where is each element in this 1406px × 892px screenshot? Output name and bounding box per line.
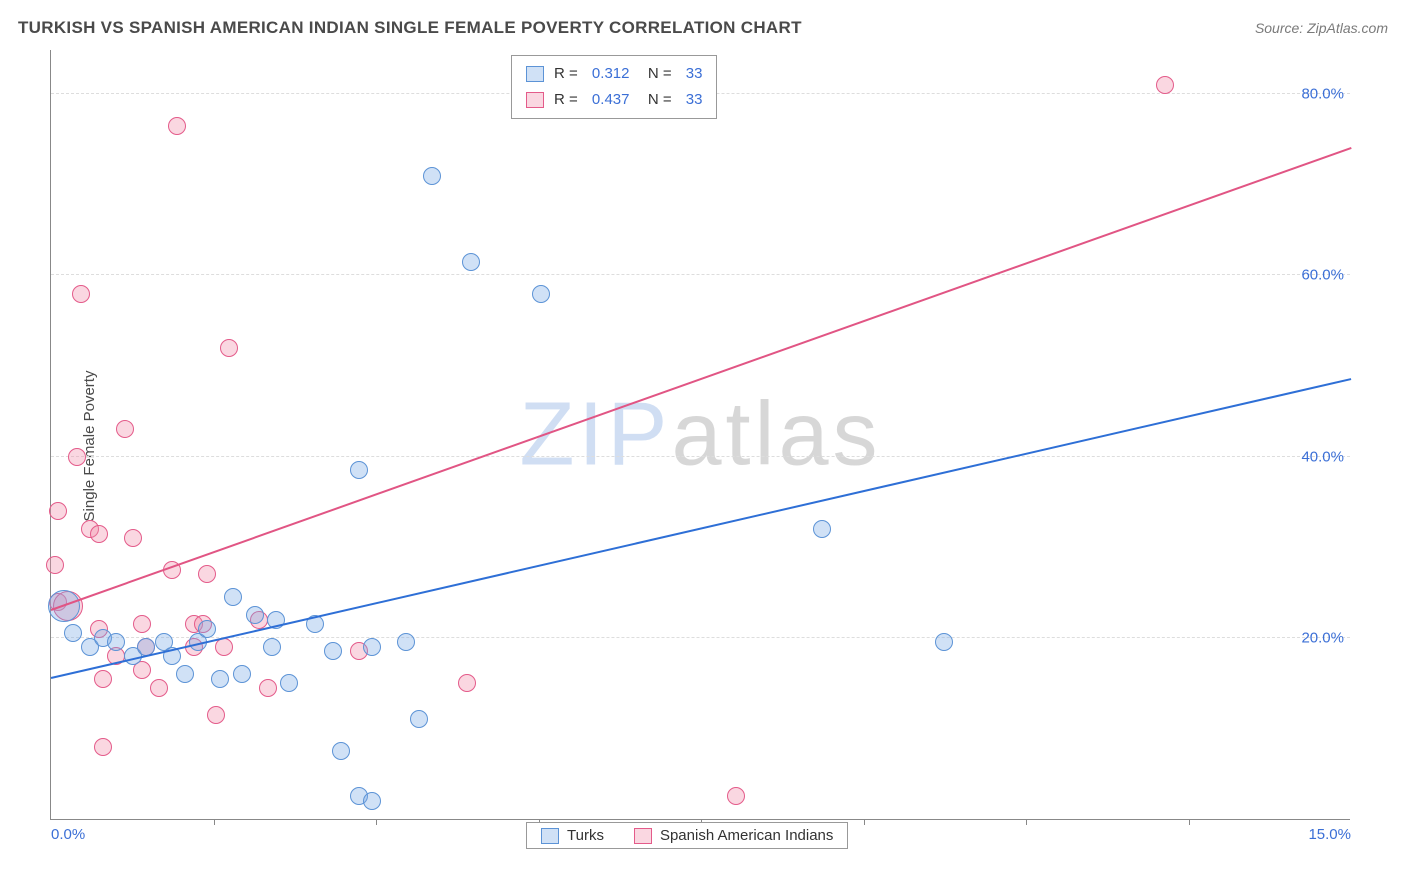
legend-swatch bbox=[634, 828, 652, 844]
data-point-spanish bbox=[90, 525, 108, 543]
data-point-spanish bbox=[133, 615, 151, 633]
data-point-turks bbox=[263, 638, 281, 656]
data-point-spanish bbox=[220, 339, 238, 357]
legend-label: Spanish American Indians bbox=[660, 827, 833, 844]
data-point-turks bbox=[280, 674, 298, 692]
x-tick bbox=[376, 819, 377, 825]
data-point-spanish bbox=[259, 679, 277, 697]
trend-line bbox=[51, 147, 1352, 611]
data-point-turks bbox=[410, 710, 428, 728]
x-tick bbox=[1026, 819, 1027, 825]
gridline bbox=[51, 637, 1350, 638]
x-tick bbox=[214, 819, 215, 825]
data-point-spanish bbox=[116, 420, 134, 438]
x-tick bbox=[864, 819, 865, 825]
legend-swatch bbox=[541, 828, 559, 844]
series-swatch bbox=[526, 92, 544, 108]
chart-header: TURKISH VS SPANISH AMERICAN INDIAN SINGL… bbox=[18, 18, 1388, 38]
data-point-spanish bbox=[94, 670, 112, 688]
data-point-spanish bbox=[94, 738, 112, 756]
data-point-turks bbox=[246, 606, 264, 624]
data-point-turks bbox=[935, 633, 953, 651]
series-swatch bbox=[526, 66, 544, 82]
stats-row: R = 0.312 N = 33 bbox=[526, 61, 702, 87]
r-label: R = bbox=[554, 61, 578, 87]
x-tick-label: 0.0% bbox=[51, 826, 85, 843]
data-point-turks bbox=[64, 624, 82, 642]
n-label: N = bbox=[639, 87, 671, 113]
source-label: Source: ZipAtlas.com bbox=[1255, 20, 1388, 36]
y-tick-label: 20.0% bbox=[1301, 629, 1344, 646]
stats-box: R = 0.312 N = 33R = 0.437 N = 33 bbox=[511, 55, 717, 119]
data-point-turks bbox=[324, 642, 342, 660]
data-point-turks bbox=[397, 633, 415, 651]
data-point-turks bbox=[332, 742, 350, 760]
data-point-spanish bbox=[198, 565, 216, 583]
data-point-spanish bbox=[207, 706, 225, 724]
data-point-turks bbox=[363, 792, 381, 810]
data-point-turks bbox=[350, 461, 368, 479]
n-value: 33 bbox=[682, 61, 703, 87]
data-point-turks bbox=[211, 670, 229, 688]
scatter-plot: ZIPatlas 20.0%40.0%60.0%80.0%0.0%15.0%R … bbox=[50, 50, 1350, 820]
n-value: 33 bbox=[682, 87, 703, 113]
stats-row: R = 0.437 N = 33 bbox=[526, 87, 702, 113]
data-point-spanish bbox=[72, 285, 90, 303]
data-point-turks bbox=[363, 638, 381, 656]
legend-item: Spanish American Indians bbox=[634, 827, 833, 844]
data-point-spanish bbox=[68, 448, 86, 466]
data-point-turks bbox=[224, 588, 242, 606]
legend-item: Turks bbox=[541, 827, 604, 844]
legend-label: Turks bbox=[567, 827, 604, 844]
trend-line bbox=[51, 378, 1351, 679]
x-tick-label: 15.0% bbox=[1308, 826, 1351, 843]
y-tick-label: 80.0% bbox=[1301, 86, 1344, 103]
gridline bbox=[51, 456, 1350, 457]
data-point-spanish bbox=[150, 679, 168, 697]
data-point-turks bbox=[462, 253, 480, 271]
watermark: ZIPatlas bbox=[519, 383, 881, 486]
r-value: 0.437 bbox=[588, 87, 630, 113]
data-point-spanish bbox=[727, 787, 745, 805]
legend: Turks Spanish American Indians bbox=[526, 822, 848, 849]
data-point-turks bbox=[198, 620, 216, 638]
r-label: R = bbox=[554, 87, 578, 113]
data-point-spanish bbox=[49, 502, 67, 520]
data-point-turks bbox=[107, 633, 125, 651]
y-tick-label: 60.0% bbox=[1301, 267, 1344, 284]
chart-title: TURKISH VS SPANISH AMERICAN INDIAN SINGL… bbox=[18, 18, 802, 38]
data-point-spanish bbox=[46, 556, 64, 574]
r-value: 0.312 bbox=[588, 61, 630, 87]
x-tick bbox=[1189, 819, 1190, 825]
data-point-turks bbox=[423, 167, 441, 185]
data-point-turks bbox=[176, 665, 194, 683]
data-point-spanish bbox=[124, 529, 142, 547]
data-point-spanish bbox=[1156, 76, 1174, 94]
data-point-spanish bbox=[458, 674, 476, 692]
data-point-turks bbox=[813, 520, 831, 538]
n-label: N = bbox=[639, 61, 671, 87]
gridline bbox=[51, 274, 1350, 275]
y-tick-label: 40.0% bbox=[1301, 448, 1344, 465]
data-point-turks bbox=[233, 665, 251, 683]
data-point-spanish bbox=[168, 117, 186, 135]
data-point-turks bbox=[532, 285, 550, 303]
